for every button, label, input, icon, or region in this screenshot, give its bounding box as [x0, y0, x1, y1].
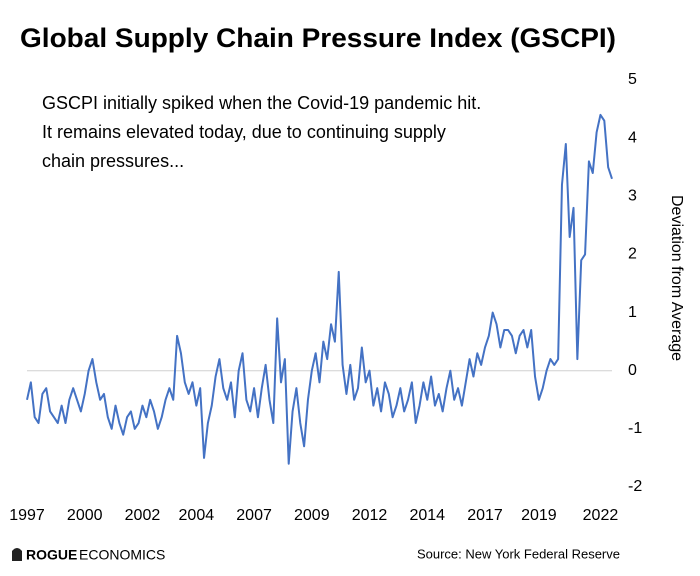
- logo-text: ROGUE: [26, 547, 77, 563]
- x-tick-label: 2014: [409, 507, 445, 524]
- x-tick-label: 2019: [521, 507, 557, 524]
- x-tick-label: 2004: [179, 507, 215, 524]
- x-tick-label: 2009: [294, 507, 330, 524]
- x-tick-label: 2017: [467, 507, 503, 524]
- x-tick-label: 2012: [352, 507, 388, 524]
- y-tick-label: 2: [628, 246, 637, 263]
- source-note: Source: New York Federal Reserve: [417, 546, 620, 561]
- y-axis-title: Deviation from Average: [668, 195, 685, 361]
- y-tick-label: -1: [628, 420, 642, 437]
- logo: ROGUE ECONOMICS: [12, 547, 165, 563]
- data-line: [26, 113, 613, 465]
- annotation-line: chain pressures...: [42, 151, 184, 171]
- y-tick-label: 4: [628, 129, 637, 146]
- annotation-line: GSCPI initially spiked when the Covid-19…: [42, 93, 481, 113]
- x-tick-label: 1997: [9, 507, 45, 524]
- y-tick-label: 5: [628, 71, 637, 88]
- chart-title: Global Supply Chain Pressure Index (GSCP…: [20, 23, 616, 53]
- logo-icon: [12, 548, 22, 561]
- x-tick-label: 2007: [236, 507, 272, 524]
- x-tick-label: 2022: [583, 507, 619, 524]
- y-tick-label: 1: [628, 304, 637, 321]
- x-tick-label: 2000: [67, 507, 103, 524]
- y-tick-label: -2: [628, 478, 642, 495]
- y-tick-label: 0: [628, 362, 637, 379]
- x-tick-label: 2002: [125, 507, 161, 524]
- y-tick-label: 3: [628, 188, 637, 205]
- logo-text: ECONOMICS: [79, 547, 165, 563]
- annotation-line: It remains elevated today, due to contin…: [42, 122, 446, 142]
